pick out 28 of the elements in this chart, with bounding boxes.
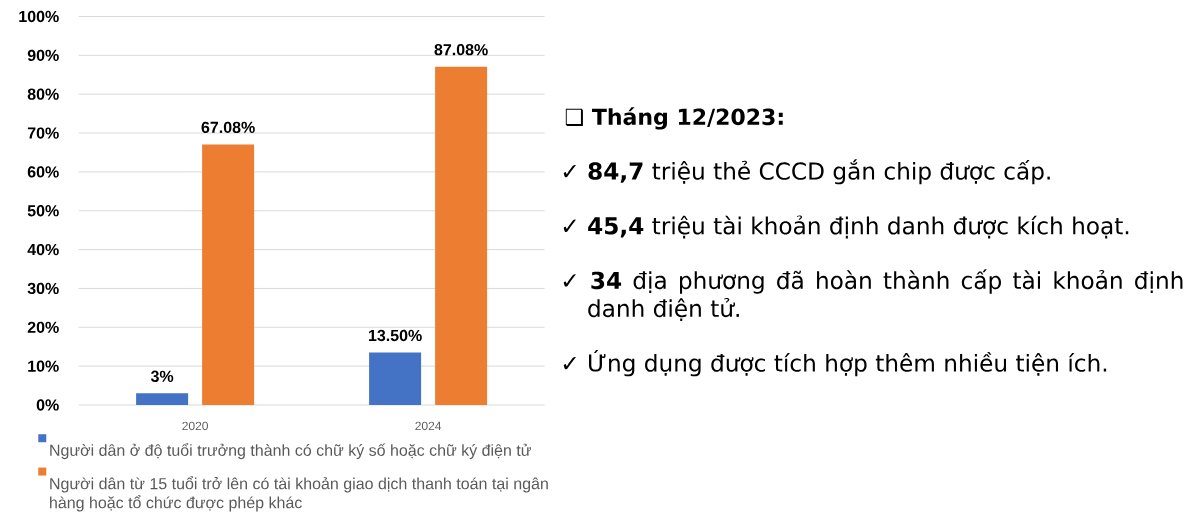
text: ✓ 84,7 triệu thẻ CCCD gắn chip được cấp. — [563, 159, 1050, 185]
data-label: 13.50% — [368, 329, 422, 342]
bar — [369, 352, 422, 405]
legend-label: Người dân ở độ tuổi trưởng thành có chữ ký số hoặc chữ ký điện tử — [50, 442, 531, 460]
text: ❑ Tháng 12/2023: — [565, 107, 783, 130]
y-tick-label: 30% — [27, 282, 59, 295]
x-tick-label: 2024 — [415, 421, 442, 431]
y-tick-label: 10% — [28, 360, 59, 372]
bar — [202, 144, 255, 405]
y-tick-label: 40% — [27, 243, 59, 256]
y-tick-label: 100% — [19, 10, 59, 23]
bar — [136, 393, 189, 405]
y-tick-label: 0% — [36, 399, 59, 411]
legend-label: Người dân từ 15 tuổi trở lên có tài khoản giao dịch thanh toán tại ngân hàng hoặc tổ chức được phép khác — [50, 476, 548, 512]
y-tick-label: 70% — [27, 127, 59, 139]
y-tick-label: 80% — [27, 88, 59, 100]
y-tick-label: 60% — [27, 166, 59, 178]
text: ✓ Ứng dụng được tích hợp thêm nhiều tiện ích. — [563, 350, 1107, 377]
y-tick-label: 50% — [27, 205, 59, 217]
data-label: 3% — [150, 370, 174, 382]
y-tick-label: 20% — [27, 321, 59, 333]
data-label: 67.08% — [201, 121, 255, 133]
text: ✓ 45,4 triệu tài khoản định danh được kích hoạt. — [563, 215, 1129, 239]
bar — [435, 66, 488, 405]
text: ✓ 34 địa phương đã hoàn thành cấp tài khoản định danh điện tử. — [563, 269, 1183, 322]
data-label: 87.08% — [434, 43, 488, 56]
y-tick-label: 90% — [27, 49, 59, 61]
x-tick-label: 2020 — [182, 421, 208, 431]
